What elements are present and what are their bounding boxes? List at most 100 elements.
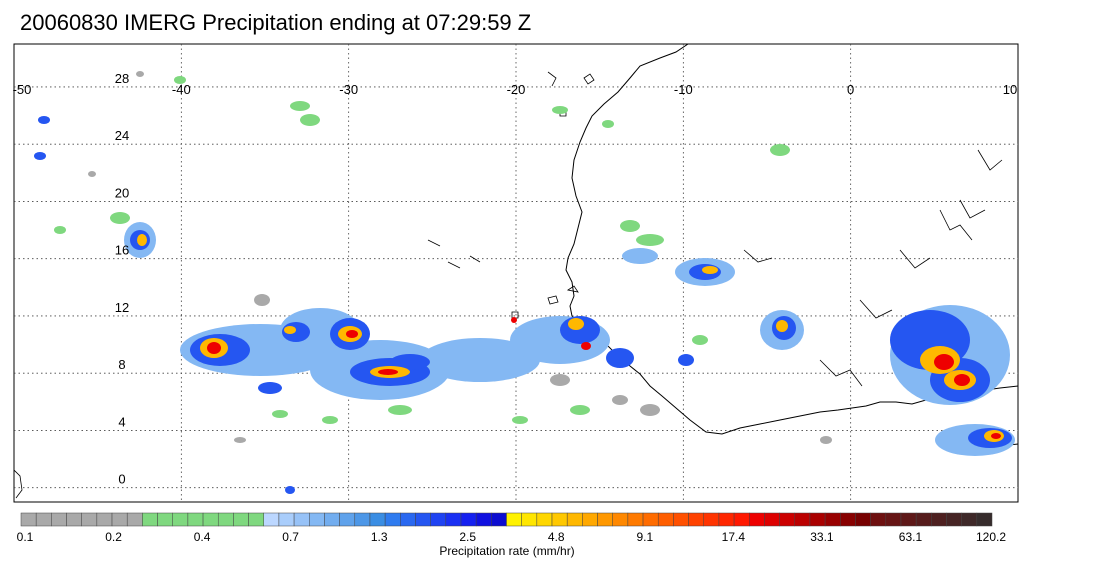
colorbar-swatch bbox=[157, 512, 173, 527]
lat-tick-label: 4 bbox=[118, 414, 125, 429]
colorbar-swatch bbox=[521, 512, 538, 527]
colorbar-swatch bbox=[870, 512, 887, 527]
colorbar-swatch bbox=[324, 512, 340, 527]
colorbar-swatch bbox=[172, 512, 189, 527]
colorbar-swatch bbox=[415, 512, 431, 527]
island-outlines bbox=[14, 73, 595, 499]
colorbar-swatch bbox=[506, 512, 522, 527]
colorbar-swatch bbox=[217, 512, 234, 527]
inland-borders bbox=[427, 71, 1003, 387]
colorbar-label: Precipitation rate (mm/hr) bbox=[439, 544, 574, 558]
colorbar-swatch bbox=[597, 512, 613, 527]
colorbar-swatch bbox=[688, 512, 704, 527]
map-frame bbox=[13, 43, 1019, 503]
colorbar-tick-label: 0.1 bbox=[17, 530, 34, 544]
latitude-tick-labels: 28 24 20 16 12 8 4 0 bbox=[115, 71, 129, 487]
lat-tick-label: 20 bbox=[115, 185, 129, 200]
lon-tick-label: -40 bbox=[172, 82, 191, 97]
colorbar bbox=[20, 512, 993, 527]
colorbar-swatch bbox=[627, 512, 644, 527]
colorbar-tick-label: 4.8 bbox=[548, 530, 565, 544]
lat-tick-label: 16 bbox=[115, 243, 129, 258]
colorbar-swatch bbox=[946, 512, 962, 527]
lon-tick-label: 0 bbox=[847, 82, 854, 97]
colorbar-swatch bbox=[51, 512, 67, 527]
colorbar-swatch bbox=[551, 512, 568, 527]
colorbar-swatch bbox=[309, 512, 325, 527]
colorbar-swatch bbox=[824, 512, 841, 527]
lat-tick-label: 0 bbox=[118, 472, 125, 487]
lat-tick-label: 8 bbox=[118, 357, 125, 372]
colorbar-swatch bbox=[809, 512, 826, 527]
colorbar-tick-label: 33.1 bbox=[810, 530, 834, 544]
colorbar-swatch bbox=[35, 512, 52, 527]
colorbar-swatch bbox=[202, 512, 219, 527]
colorbar-swatch bbox=[673, 512, 689, 527]
colorbar-swatch bbox=[491, 512, 507, 527]
lon-tick-label: 10 bbox=[1003, 82, 1017, 97]
colorbar-swatch bbox=[187, 512, 204, 527]
colorbar-swatch bbox=[764, 512, 780, 527]
lon-tick-label: -30 bbox=[339, 82, 358, 97]
colorbar-tick-label: 2.5 bbox=[459, 530, 476, 544]
colorbar-swatch bbox=[293, 512, 310, 527]
colorbar-swatch bbox=[278, 512, 295, 527]
colorbar-tick-label: 9.1 bbox=[636, 530, 653, 544]
colorbar-swatch bbox=[384, 512, 401, 527]
colorbar-swatch bbox=[248, 512, 264, 527]
colorbar-swatch bbox=[460, 512, 477, 527]
colorbar-swatch bbox=[369, 512, 386, 527]
colorbar-swatch bbox=[126, 512, 143, 527]
colorbar-swatch bbox=[20, 512, 37, 527]
colorbar-swatch bbox=[931, 512, 947, 527]
colorbar-tick-label: 0.4 bbox=[194, 530, 211, 544]
colorbar-swatch bbox=[703, 512, 720, 527]
colorbar-swatch bbox=[642, 512, 659, 527]
colorbar-swatch bbox=[536, 512, 553, 527]
colorbar-swatch bbox=[718, 512, 735, 527]
lon-tick-label: -10 bbox=[674, 82, 693, 97]
colorbar-tick-label: 0.2 bbox=[105, 530, 122, 544]
colorbar-swatch bbox=[339, 512, 356, 527]
colorbar-swatch bbox=[749, 512, 765, 527]
lat-tick-label: 12 bbox=[115, 300, 129, 315]
colorbar-swatch bbox=[582, 512, 598, 527]
graticule bbox=[14, 44, 1018, 502]
colorbar-swatch bbox=[779, 512, 796, 527]
colorbar-swatch bbox=[111, 512, 128, 527]
colorbar-swatch bbox=[840, 512, 856, 527]
colorbar-swatch bbox=[445, 512, 462, 527]
colorbar-tick-label: 17.4 bbox=[722, 530, 746, 544]
colorbar-swatch bbox=[900, 512, 917, 527]
colorbar-swatch bbox=[885, 512, 902, 527]
colorbar-swatch bbox=[794, 512, 811, 527]
colorbar-tick-labels: 0.1 0.2 0.4 0.7 1.3 2.5 4.8 9.1 17.4 33.1 63.1 120.… bbox=[17, 530, 1007, 544]
colorbar-tick-label: 120.2 bbox=[976, 530, 1006, 544]
colorbar-swatch bbox=[612, 512, 629, 527]
lat-tick-label: 28 bbox=[115, 71, 129, 86]
lon-tick-label: -20 bbox=[507, 82, 526, 97]
colorbar-swatch bbox=[915, 512, 932, 527]
colorbar-swatch bbox=[657, 512, 674, 527]
colorbar-tick-label: 0.7 bbox=[282, 530, 299, 544]
colorbar-swatch bbox=[96, 512, 113, 527]
colorbar-swatch bbox=[430, 512, 447, 527]
precipitation-field bbox=[34, 71, 1015, 494]
lon-tick-label: -50 bbox=[13, 82, 32, 97]
colorbar-swatch bbox=[263, 512, 280, 527]
colorbar-swatch bbox=[354, 512, 371, 527]
colorbar-swatch bbox=[142, 512, 158, 527]
colorbar-swatch bbox=[81, 512, 98, 527]
colorbar-swatch bbox=[233, 512, 249, 527]
lat-tick-label: 24 bbox=[115, 128, 129, 143]
colorbar-swatch bbox=[855, 512, 871, 527]
colorbar-tick-label: 63.1 bbox=[899, 530, 923, 544]
longitude-tick-labels: -50 -40 -30 -20 -10 0 10 bbox=[13, 82, 1018, 97]
colorbar-tick-label: 1.3 bbox=[371, 530, 388, 544]
colorbar-swatch bbox=[733, 512, 750, 527]
colorbar-swatch bbox=[976, 512, 993, 527]
colorbar-swatch bbox=[961, 512, 978, 527]
colorbar-swatch bbox=[66, 512, 82, 527]
colorbar-swatch bbox=[400, 512, 416, 527]
